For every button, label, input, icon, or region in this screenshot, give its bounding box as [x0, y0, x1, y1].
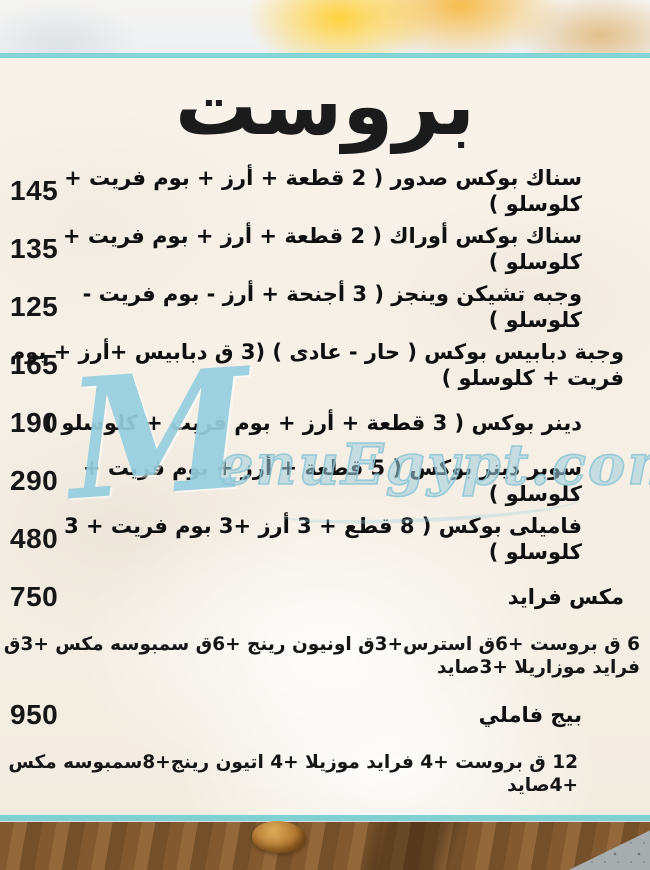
- menu-item-description-row: 6 ق بروست +6ق استرس+3ق اونيون رينج +6ق س…: [0, 626, 650, 686]
- item-label: وجبة دبابيس بوكس ( حار - عادى ) (3 ق دبا…: [9, 339, 624, 390]
- menu-item-row: 190 دينر بوكس ( 3 قطعة + أرز + بوم فريت …: [0, 394, 650, 452]
- item-price: 145: [10, 175, 59, 206]
- menu-item-row: 480 فاميلى بوكس ( 8 قطع + 3 أرز +3 بوم ف…: [0, 510, 650, 568]
- item-price: 480: [10, 523, 59, 554]
- menu-item-row: 750 مكس فرايد: [0, 568, 650, 626]
- fried-chicken-piece: [252, 821, 306, 853]
- menu-item-description-row: 12 ق بروست +4 فرايد موزيلا +4 اتيون رينج…: [0, 744, 650, 804]
- section-title: بروست: [174, 58, 476, 154]
- item-price: 750: [10, 581, 59, 612]
- item-price: 190: [10, 407, 59, 438]
- item-description: 6 ق بروست +6ق استرس+3ق اونيون رينج +6ق س…: [3, 633, 640, 678]
- menu-list: 145 سناك بوكس صدور ( 2 قطعة + أرز + بوم …: [0, 162, 650, 804]
- menu-item-row: 165 وجبة دبابيس بوكس ( حار - عادى ) (3 ق…: [0, 336, 650, 394]
- food-photo-top: [0, 0, 650, 53]
- menu-item-row: 125 وجبه تشيكن وينجز ( 3 أجنحة + أرز - ب…: [0, 278, 650, 336]
- item-label: مكس فرايد: [507, 584, 624, 609]
- item-label: وجبه تشيكن وينجز ( 3 أجنحة + أرز - بوم ف…: [82, 281, 582, 332]
- item-label: فاميلى بوكس ( 8 قطع + 3 أرز +3 بوم فريت …: [64, 513, 582, 564]
- item-price: 135: [10, 233, 59, 264]
- menu-panel: [0, 53, 650, 821]
- item-label: سوبر دينر بوكس ( 5 قطعة + أرز + بوم فريت…: [83, 455, 582, 506]
- item-price: 290: [10, 465, 59, 496]
- menu-item-row: 950 بيج فاملي: [0, 686, 650, 744]
- item-price: 125: [10, 291, 59, 322]
- item-price: 950: [10, 699, 59, 730]
- item-label: دينر بوكس ( 3 قطعة + أرز + بوم فريت + كل…: [44, 410, 582, 435]
- item-label: سناك بوكس صدور ( 2 قطعة + أرز + بوم فريت…: [64, 165, 582, 216]
- item-label: سناك بوكس أوراك ( 2 قطعة + أرز + بوم فري…: [62, 223, 582, 274]
- menu-item-row: 290 سوبر دينر بوكس ( 5 قطعة + أرز + بوم …: [0, 452, 650, 510]
- wood-table-photo: [0, 822, 650, 870]
- menu-item-row: 145 سناك بوكس صدور ( 2 قطعة + أرز + بوم …: [0, 162, 650, 220]
- item-description: 12 ق بروست +4 فرايد موزيلا +4 اتيون رينج…: [8, 751, 578, 796]
- menu-item-row: 135 سناك بوكس أوراك ( 2 قطعة + أرز + بوم…: [0, 220, 650, 278]
- item-price: 165: [10, 349, 59, 380]
- item-label: بيج فاملي: [478, 702, 582, 727]
